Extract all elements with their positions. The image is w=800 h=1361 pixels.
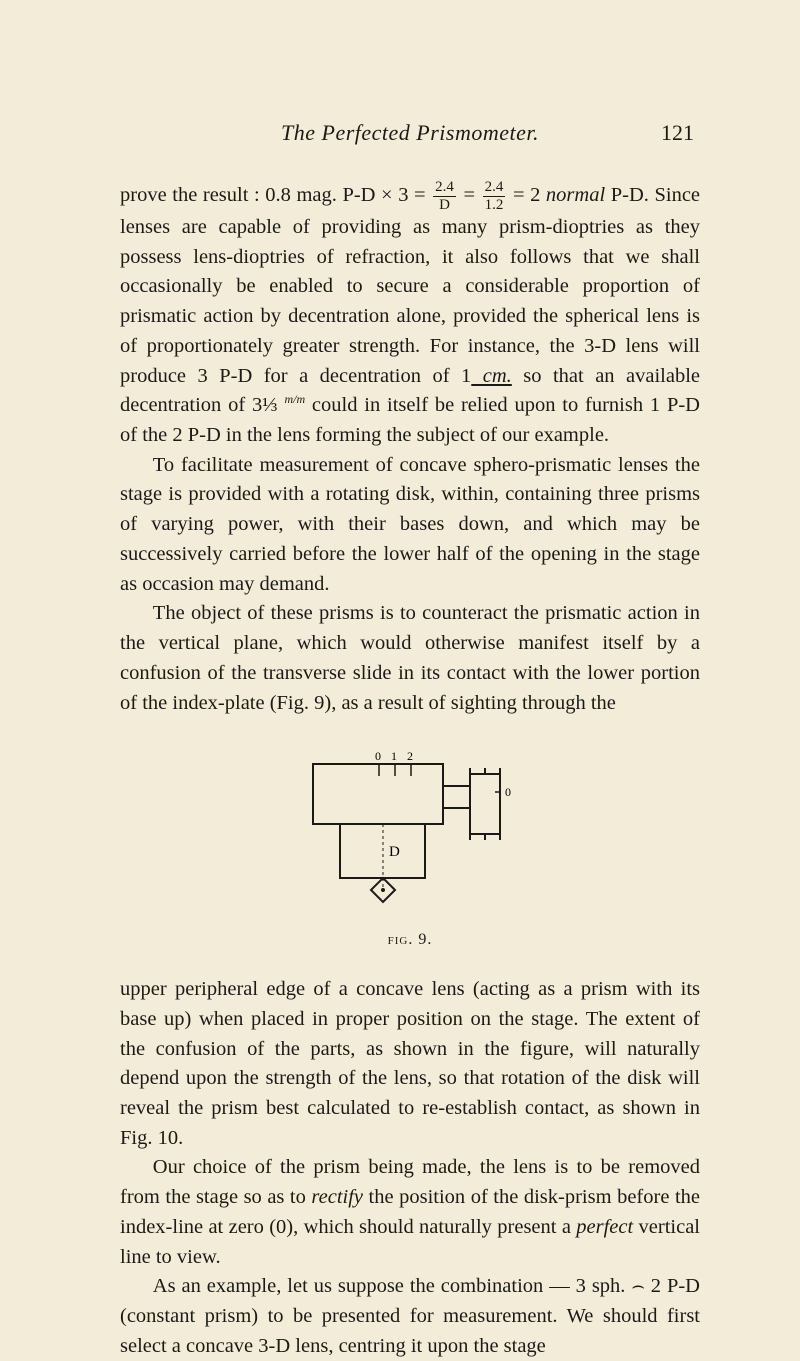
- para1-normal: normal: [546, 184, 605, 206]
- para1-text-e: P-D. Since lenses are capable of providi…: [120, 184, 700, 386]
- figure-9-svg: D 0 1 2 0: [295, 746, 525, 906]
- frac2-den: 1.2: [483, 197, 506, 213]
- frac1-den: D: [433, 197, 456, 213]
- running-head: The Perfected Prismometer. 121: [120, 120, 700, 152]
- paragraph-1: prove the result : 0.8 mag. P-D × 3 = 2.…: [120, 180, 700, 451]
- paragraph-6: As an example, let us suppose the combin…: [120, 1272, 700, 1361]
- fig-label-D: D: [389, 844, 400, 860]
- paragraph-5: Our choice of the prism being made, the …: [120, 1153, 700, 1272]
- para5-perfect: perfect: [576, 1216, 633, 1238]
- figure-9: D 0 1 2 0: [120, 746, 700, 916]
- para1-mm: m/m: [284, 392, 305, 406]
- running-title: The Perfected Prismometer.: [166, 120, 654, 146]
- frac2-num: 2.4: [483, 180, 506, 197]
- fraction-2: 2.4 1.2: [483, 180, 506, 213]
- page-number: 121: [654, 120, 694, 146]
- page: The Perfected Prismometer. 121 prove the…: [0, 0, 800, 1341]
- fraction-1: 2.4 D: [433, 180, 456, 213]
- frac1-num: 2.4: [433, 180, 456, 197]
- paragraph-3: The object of these prisms is to counter…: [120, 599, 700, 718]
- para5-rectify: rectify: [311, 1186, 363, 1208]
- para1-text-b: =: [463, 184, 480, 206]
- para1-text-a: prove the result : 0.8 mag. P-D × 3 =: [120, 184, 431, 206]
- body-text: prove the result : 0.8 mag. P-D × 3 = 2.…: [120, 180, 700, 1361]
- para1-cm: cm.: [471, 365, 512, 387]
- fig-label-0: 0: [375, 749, 381, 763]
- paragraph-2: To facilitate measurement of concave sph…: [120, 451, 700, 600]
- paragraph-4: upper peripheral edge of a concave lens …: [120, 975, 700, 1153]
- fig-label-r0: 0: [505, 785, 511, 799]
- fig-label-1: 1: [391, 749, 397, 763]
- figure-9-caption: fig. 9.: [120, 928, 700, 951]
- para1-text-c: = 2: [513, 184, 546, 206]
- fig-label-2: 2: [407, 749, 413, 763]
